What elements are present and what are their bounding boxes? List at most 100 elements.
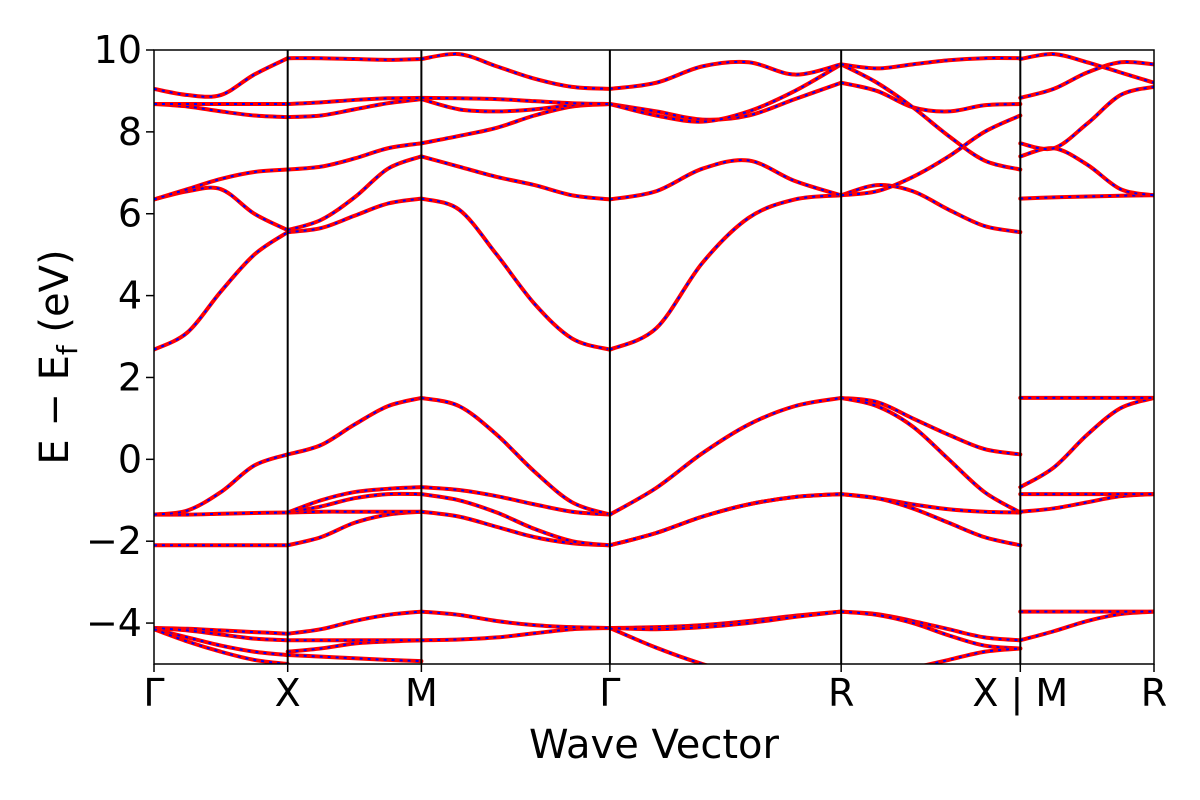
band-line-dashed-seg2-band10 xyxy=(421,96,610,106)
band-line-seg2-band4 xyxy=(419,485,612,517)
band-line-seg2-band2 xyxy=(419,509,612,548)
band-line-dashed-seg5-band10 xyxy=(1020,53,1154,84)
band-line-seg0-band1 xyxy=(154,625,290,643)
x-axis: Γ X M Γ R X | M R xyxy=(143,664,1167,716)
y-axis: −4 −2 0 2 4 6 8 10 xyxy=(86,28,154,645)
band-line-dashed-seg5-band4 xyxy=(1019,396,1154,489)
band-line-dashed-seg1-band8 xyxy=(287,396,422,456)
band-line-seg4-band5 xyxy=(839,395,1023,457)
band-line-dashed-seg2-band11 xyxy=(421,52,610,90)
x-tick-label-4: R xyxy=(828,671,854,715)
band-line-dashed-seg2-band8 xyxy=(421,103,610,145)
y-axis-label: E − Ef (eV) xyxy=(32,249,84,464)
band-line-dashed-seg5-band6 xyxy=(1020,194,1154,200)
band-line-dashed-seg4-band4 xyxy=(841,493,1021,547)
band-line-seg1-band11 xyxy=(285,141,424,172)
band-line-dashed-seg2-band6 xyxy=(421,197,611,351)
band-line-seg4-band9 xyxy=(839,80,1023,114)
band-line-seg2-band11 xyxy=(419,51,612,91)
y-tick-label-1: −2 xyxy=(86,519,142,563)
x-tick-label-3: Γ xyxy=(599,671,620,715)
band-line-seg4-band10 xyxy=(839,62,1023,172)
bands-layer xyxy=(154,51,1154,664)
band-line-dashed-seg4-band6 xyxy=(840,396,1021,514)
band-line-seg1-band10 xyxy=(285,154,424,233)
band-line-seg5-band2 xyxy=(1018,492,1154,514)
y-tick-label-7: 10 xyxy=(94,28,142,72)
x-tick-label-2: M xyxy=(405,671,438,715)
x-tick-label-5: X | M xyxy=(972,671,1068,716)
band-line-dashed-seg0-band0 xyxy=(154,626,288,635)
band-line-dashed-seg3-band1 xyxy=(609,610,842,631)
band-line-dashed-seg0-band8 xyxy=(154,186,289,232)
band-line-seg5-band4 xyxy=(1018,395,1154,490)
band-line-dashed-seg1-band6 xyxy=(287,492,422,514)
x-tick-label-1: X xyxy=(275,671,301,715)
band-line-seg0-band12 xyxy=(154,56,290,99)
band-line-seg1-band9 xyxy=(285,196,424,235)
band-line-seg5-band0 xyxy=(1018,609,1154,643)
band-line-dashed-seg1-band7 xyxy=(287,486,422,514)
band-line-seg3-band4 xyxy=(607,492,844,548)
band-line-dashed-seg3-band6 xyxy=(609,194,842,351)
band-line-dashed-seg0-band9 xyxy=(154,168,288,201)
y-axis-label-unit: (eV) xyxy=(32,249,78,345)
band-line-dashed-seg3-band7 xyxy=(609,159,842,201)
band-line-seg4-band2 xyxy=(921,646,1023,664)
band-line-seg5-band7 xyxy=(1018,146,1154,198)
y-axis-label-main: E − E xyxy=(32,355,78,465)
band-line-dashed-seg2-band5 xyxy=(421,396,611,516)
y-tick-label-3: 2 xyxy=(118,355,142,399)
band-line-seg1-band4 xyxy=(285,509,424,548)
band-line-dashed-seg5-band8 xyxy=(1020,85,1154,151)
band-line-dashed-seg4-band10 xyxy=(840,63,1021,171)
x-tick-label-0: Γ xyxy=(143,671,164,715)
y-tick-label-4: 4 xyxy=(118,274,142,318)
band-line-seg4-band11 xyxy=(839,56,1023,71)
band-line-dashed-seg3-band2 xyxy=(609,627,706,664)
band-line-seg5-band9 xyxy=(1018,59,1154,100)
band-line-dashed-seg2-band7 xyxy=(421,155,610,201)
band-line-seg3-band6 xyxy=(607,193,844,352)
band-line-dashed-seg1-band13 xyxy=(287,96,422,106)
band-line-dashed-seg0-band2 xyxy=(154,628,288,656)
band-line-seg2-band6 xyxy=(419,196,612,352)
band-line-seg0-band7 xyxy=(154,230,290,352)
band-line-seg0-band9 xyxy=(154,167,290,202)
band-line-seg4-band4 xyxy=(839,492,1023,548)
band-line-dashed-seg0-band3 xyxy=(154,628,288,664)
band-line-dashed-seg2-band3 xyxy=(421,493,610,547)
band-line-seg1-band3 xyxy=(285,609,424,636)
band-line-dashed-seg1-band5 xyxy=(287,510,422,514)
band-line-dashed-seg0-band6 xyxy=(154,453,289,516)
band-line-dashed-seg2-band2 xyxy=(421,510,610,547)
y-tick-label-5: 6 xyxy=(118,192,142,236)
band-line-dashed-seg4-band11 xyxy=(841,57,1021,70)
band-line-seg4-band1 xyxy=(839,609,1023,651)
band-line-seg5-band8 xyxy=(1018,84,1154,152)
x-axis-label: Wave Vector xyxy=(529,722,780,768)
y-tick-label-2: 0 xyxy=(118,437,142,481)
y-axis-label-subscript: f xyxy=(51,344,84,355)
y-tick-label-6: 8 xyxy=(118,110,142,154)
band-line-dashed-seg4-band5 xyxy=(841,396,1021,456)
band-line-dashed-seg4-band9 xyxy=(840,81,1021,113)
x-tick-label-6: R xyxy=(1141,671,1167,715)
band-line-dashed-seg1-band3 xyxy=(287,610,422,635)
band-line-dashed-seg3-band10 xyxy=(609,60,842,90)
band-line-seg3-band7 xyxy=(607,158,844,202)
band-line-dashed-seg0-band7 xyxy=(154,231,289,351)
band-line-dashed-seg1-band11 xyxy=(287,142,422,171)
kpath-lines xyxy=(286,50,1022,664)
band-line-dashed-seg4-band7 xyxy=(840,183,1021,234)
band-line-dashed-seg1-band12 xyxy=(287,98,422,119)
band-line-dashed-seg3-band8 xyxy=(609,81,842,121)
band-line-dashed-seg4-band1 xyxy=(841,610,1021,650)
band-line-seg2-band0 xyxy=(419,625,612,643)
band-line-seg3-band2 xyxy=(607,625,710,664)
band-line-seg3-band9 xyxy=(607,62,844,124)
y-tick-label-0: −4 xyxy=(86,601,142,645)
band-line-dashed-seg3-band4 xyxy=(609,493,842,547)
band-line-dashed-seg4-band8 xyxy=(841,114,1021,197)
